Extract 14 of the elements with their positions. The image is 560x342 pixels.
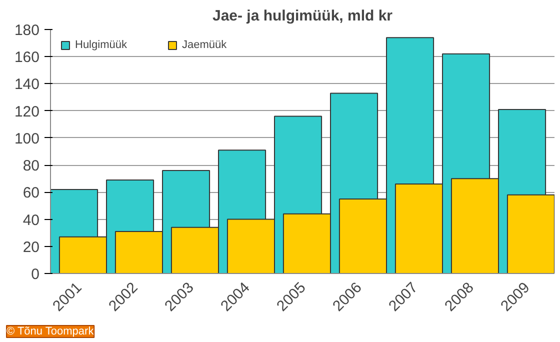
legend-label: Jaemüük: [182, 39, 227, 51]
y-tick-label: 80: [22, 158, 40, 175]
y-tick-label: 0: [31, 266, 40, 283]
y-tick-label: 60: [22, 184, 40, 202]
y-tick-label: 120: [14, 103, 40, 120]
y-tick-label: 140: [14, 76, 40, 94]
y-tick-label: 180: [14, 22, 40, 39]
y-tick-label: 160: [14, 49, 40, 66]
y-tick-label: 40: [22, 212, 40, 229]
chart-title: Jae- ja hulgimüük, mld kr: [212, 8, 393, 24]
y-tick-label: 20: [22, 238, 40, 256]
text: © Tõnu Toompark: [6, 326, 94, 338]
legend-label: Hulgimüük: [75, 39, 127, 51]
y-tick-label: 100: [14, 130, 40, 148]
